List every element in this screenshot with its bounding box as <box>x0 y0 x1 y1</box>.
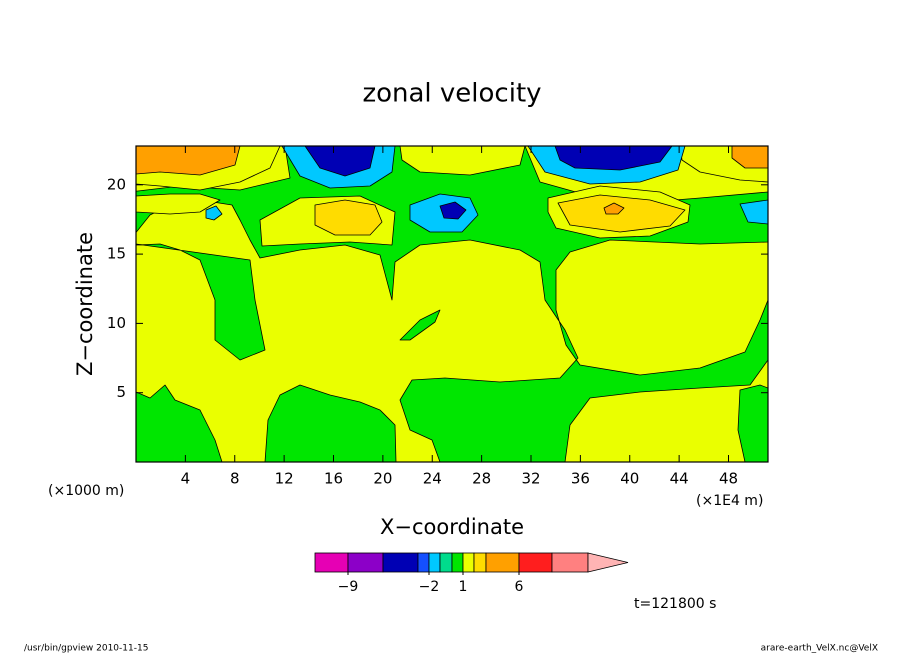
contour-region <box>136 146 241 176</box>
x-tick-label: 16 <box>324 470 343 488</box>
y-tick-label: 20 <box>107 175 126 193</box>
colorbar-box <box>451 552 464 573</box>
x-axis-label: X−coordinate <box>380 515 524 539</box>
y-tick-label: 15 <box>107 245 126 263</box>
contour-region <box>264 384 397 462</box>
x-tick-label: 8 <box>230 470 240 488</box>
colorbar-tick-label: −9 <box>338 579 359 595</box>
footer-right: arare-earth_VelX.nc@VelX <box>761 644 878 654</box>
contour-region <box>731 146 768 169</box>
plot-frame <box>135 145 769 463</box>
colorbar-box <box>551 552 589 573</box>
contour-region <box>136 243 266 361</box>
x-tick-label: 36 <box>571 470 590 488</box>
x-tick-label: 40 <box>620 470 639 488</box>
colorbar-box <box>485 552 520 573</box>
colorbar-tick-label: 6 <box>515 579 524 595</box>
y-axis-label: Z−coordinate <box>73 232 97 376</box>
contour-region <box>304 146 376 177</box>
colorbar-tick-label: −2 <box>419 579 440 595</box>
colorbar-box <box>417 552 430 573</box>
contour-region <box>557 194 686 233</box>
x-scale-label: (×1E4 m) <box>696 493 763 509</box>
contour-region <box>136 384 223 462</box>
contour-region <box>554 146 673 171</box>
colorbar-box <box>473 552 487 573</box>
contour-field <box>136 146 768 462</box>
y-tick-label: 5 <box>116 383 126 401</box>
time-label: t=121800 s <box>634 596 716 612</box>
contour-region <box>205 205 223 221</box>
x-tick-label: 20 <box>373 470 392 488</box>
contour-region <box>399 146 526 176</box>
x-unit-label: (×1000 m) <box>48 483 124 499</box>
colorbar-tick-label: 1 <box>459 579 468 595</box>
colorbar-extend <box>587 552 629 573</box>
x-tick-label: 12 <box>275 470 294 488</box>
x-tick-label: 32 <box>521 470 540 488</box>
footer-left: /usr/bin/gpview 2010-11-15 <box>24 644 148 654</box>
contour-region <box>314 199 383 236</box>
y-tick-label: 10 <box>107 314 126 332</box>
contour-region <box>439 201 467 220</box>
colorbar-box <box>347 552 384 573</box>
contour-region <box>737 384 768 462</box>
colorbar-box <box>314 552 349 573</box>
x-tick-label: 24 <box>423 470 442 488</box>
x-tick-label: 4 <box>181 470 191 488</box>
contour-region <box>603 202 625 215</box>
contour-region <box>399 309 441 341</box>
contour-region <box>136 193 221 215</box>
colorbar-box <box>518 552 553 573</box>
x-tick-label: 28 <box>472 470 491 488</box>
x-tick-label: 48 <box>719 470 738 488</box>
colorbar-box <box>382 552 419 573</box>
colorbar-box <box>428 552 441 573</box>
colorbar-box <box>462 552 475 573</box>
contour-region <box>739 199 768 225</box>
chart-title: zonal velocity <box>362 79 541 109</box>
x-tick-label: 44 <box>670 470 689 488</box>
colorbar-box <box>439 552 453 573</box>
